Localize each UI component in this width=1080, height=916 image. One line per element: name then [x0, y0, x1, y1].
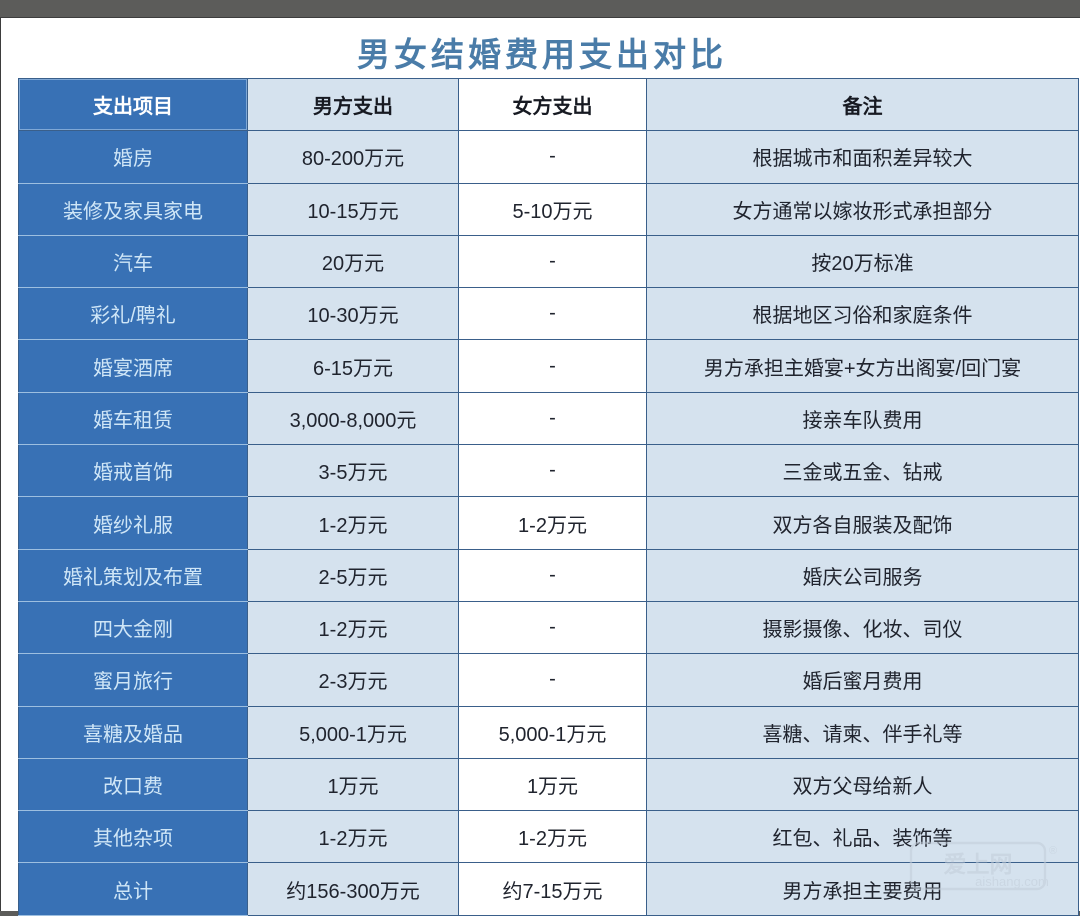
- svg-text:aishang.com: aishang.com: [975, 874, 1049, 889]
- svg-text:®: ®: [1049, 845, 1057, 857]
